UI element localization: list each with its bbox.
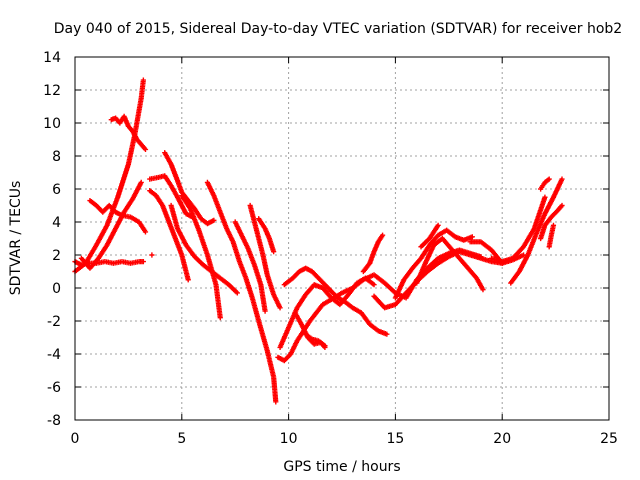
data-series bbox=[392, 227, 475, 301]
y-tick-label: 2 bbox=[52, 248, 61, 264]
data-point bbox=[546, 176, 552, 182]
y-tick-label: -6 bbox=[47, 380, 61, 396]
grid bbox=[75, 57, 609, 420]
data-series bbox=[232, 219, 268, 314]
data-series bbox=[277, 275, 377, 350]
data-series bbox=[147, 173, 196, 220]
data-point bbox=[234, 290, 240, 296]
data-series bbox=[546, 222, 557, 250]
data-point bbox=[277, 305, 283, 311]
data-point bbox=[262, 308, 268, 314]
x-tick-label: 0 bbox=[71, 431, 80, 447]
data-series bbox=[256, 216, 277, 255]
data-point bbox=[140, 259, 146, 265]
y-tick-label: 14 bbox=[43, 50, 61, 66]
x-tick-label: 15 bbox=[386, 431, 404, 447]
data-series bbox=[147, 188, 191, 283]
data-point bbox=[480, 287, 486, 293]
data-series bbox=[247, 202, 283, 311]
data-point bbox=[273, 399, 279, 405]
data-series bbox=[87, 197, 149, 235]
data-series bbox=[78, 179, 144, 271]
data-point bbox=[322, 343, 328, 349]
data-point bbox=[140, 77, 146, 83]
data-point bbox=[217, 315, 223, 321]
data-series bbox=[204, 179, 279, 405]
data-point bbox=[138, 179, 144, 185]
data-series bbox=[303, 331, 328, 349]
data-point bbox=[142, 146, 149, 152]
y-tick-label: 6 bbox=[52, 182, 61, 198]
data-point bbox=[271, 249, 277, 255]
x-tick-label: 5 bbox=[177, 431, 186, 447]
data-point bbox=[185, 277, 191, 283]
data-point bbox=[542, 194, 548, 200]
data-point bbox=[379, 232, 386, 238]
x-tick-label: 20 bbox=[493, 431, 511, 447]
data-series bbox=[72, 77, 146, 275]
y-tick-label: 12 bbox=[43, 83, 61, 99]
y-tick-label: 10 bbox=[43, 116, 61, 132]
data-point bbox=[371, 282, 377, 288]
data-point bbox=[435, 222, 441, 228]
y-tick-label: 8 bbox=[52, 149, 61, 165]
chart-title: Day 040 of 2015, Sidereal Day-to-day VTE… bbox=[54, 21, 622, 37]
data-point bbox=[469, 234, 475, 240]
data-point bbox=[384, 331, 390, 337]
data-series bbox=[275, 247, 484, 364]
plot-frame bbox=[74, 56, 610, 421]
y-tick-label: -4 bbox=[47, 347, 61, 363]
data-point bbox=[559, 176, 565, 182]
data-point bbox=[149, 252, 155, 258]
x-axis-label: GPS time / hours bbox=[283, 459, 400, 475]
data-point bbox=[142, 229, 149, 235]
x-tick-label: 25 bbox=[600, 431, 618, 447]
data-series bbox=[488, 194, 548, 265]
data-series bbox=[414, 235, 486, 293]
data-series bbox=[418, 222, 441, 250]
data-point bbox=[211, 217, 217, 223]
data-point bbox=[559, 202, 565, 209]
data-series bbox=[360, 232, 386, 275]
y-tick-label: -8 bbox=[47, 413, 61, 429]
data-series bbox=[371, 249, 527, 311]
y-tick-label: 4 bbox=[52, 215, 61, 231]
data-series bbox=[538, 202, 565, 242]
y-tick-label: -2 bbox=[47, 314, 61, 330]
data-point bbox=[550, 222, 557, 228]
data-series bbox=[179, 193, 223, 321]
data-series bbox=[108, 113, 149, 152]
y-tick-label: 0 bbox=[52, 281, 61, 297]
data-series bbox=[162, 150, 217, 227]
data-points bbox=[72, 77, 565, 405]
y-axis-label: SDTVAR / TECUs bbox=[8, 181, 24, 296]
axis-ticks: 0 5 10 15 20 25 -8 -6 -4 -2 0 2 4 6 8 10 12 14 bbox=[43, 50, 618, 447]
data-series bbox=[538, 176, 552, 192]
x-tick-label: 10 bbox=[280, 431, 298, 447]
data-series bbox=[281, 265, 390, 337]
data-series bbox=[508, 176, 565, 286]
data-series bbox=[149, 252, 155, 258]
